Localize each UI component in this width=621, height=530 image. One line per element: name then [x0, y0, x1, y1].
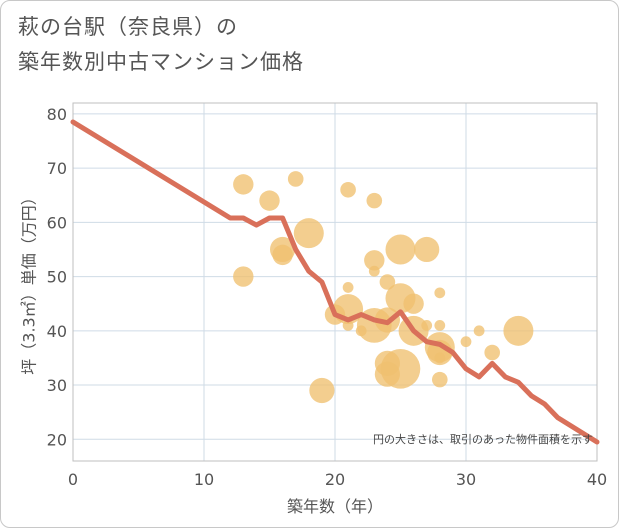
y-tick-label: 40	[47, 322, 67, 341]
x-tick-labels: 0 10 20 30 40	[68, 470, 607, 489]
bubble-point	[432, 371, 448, 388]
bubble-point	[421, 319, 433, 331]
y-tick-label: 80	[47, 105, 67, 124]
grid-lines	[72, 103, 598, 461]
bubble-point	[434, 287, 446, 299]
y-tick-label: 70	[47, 159, 67, 178]
plot-area-border	[72, 102, 598, 462]
bubble-point	[287, 171, 304, 187]
bubble-point	[503, 315, 534, 346]
y-tick-labels: 20 30 40 50 60 70 80	[47, 105, 67, 449]
bubble-point	[414, 236, 440, 263]
bubble-point	[293, 218, 324, 249]
size-legend-note: 円の大きさは、取引のあった物件面積を示す	[373, 432, 593, 446]
bubble-point	[272, 244, 293, 266]
bubble-point	[340, 181, 356, 198]
x-tick-label: 0	[68, 470, 78, 489]
bubble-point	[259, 190, 280, 211]
x-tick-label: 30	[456, 470, 476, 489]
y-tick-label: 30	[47, 376, 67, 395]
y-tick-label: 20	[47, 430, 67, 449]
bubble-point	[233, 266, 254, 287]
bubble-point	[434, 352, 446, 364]
bubble-point	[380, 348, 421, 389]
x-tick-label: 20	[325, 470, 345, 489]
bubble-series	[233, 171, 534, 404]
x-axis-label: 築年数（年）	[287, 497, 383, 516]
bubble-point	[484, 344, 501, 361]
price-trend-line	[70, 119, 600, 445]
chart-title: 萩の台駅（奈良県）の 築年数別中古マンション価格	[18, 10, 304, 80]
bubble-point	[403, 293, 424, 314]
bubble-point	[368, 265, 380, 277]
x-tick-label: 40	[587, 470, 607, 489]
y-tick-label: 60	[47, 213, 67, 232]
bubble-point	[473, 325, 485, 337]
bubble-point	[379, 274, 396, 290]
bubble-point	[233, 174, 254, 195]
bubble-point	[460, 336, 472, 348]
bubble-point	[309, 377, 335, 404]
bubble-point	[434, 319, 446, 331]
chart-title-line-2: 築年数別中古マンション価格	[18, 50, 304, 74]
bubble-point	[342, 282, 354, 293]
y-tick-label: 50	[47, 268, 67, 287]
y-axis-label: 坪（3.3㎡）単価（万円）	[20, 189, 39, 374]
bubble-point	[385, 234, 416, 265]
bubble-point	[364, 250, 385, 271]
bubble-point	[342, 319, 354, 331]
chart-title-line-1: 萩の台駅（奈良県）の	[18, 15, 238, 39]
bubble-point	[366, 192, 383, 209]
x-tick-label: 10	[194, 470, 214, 489]
